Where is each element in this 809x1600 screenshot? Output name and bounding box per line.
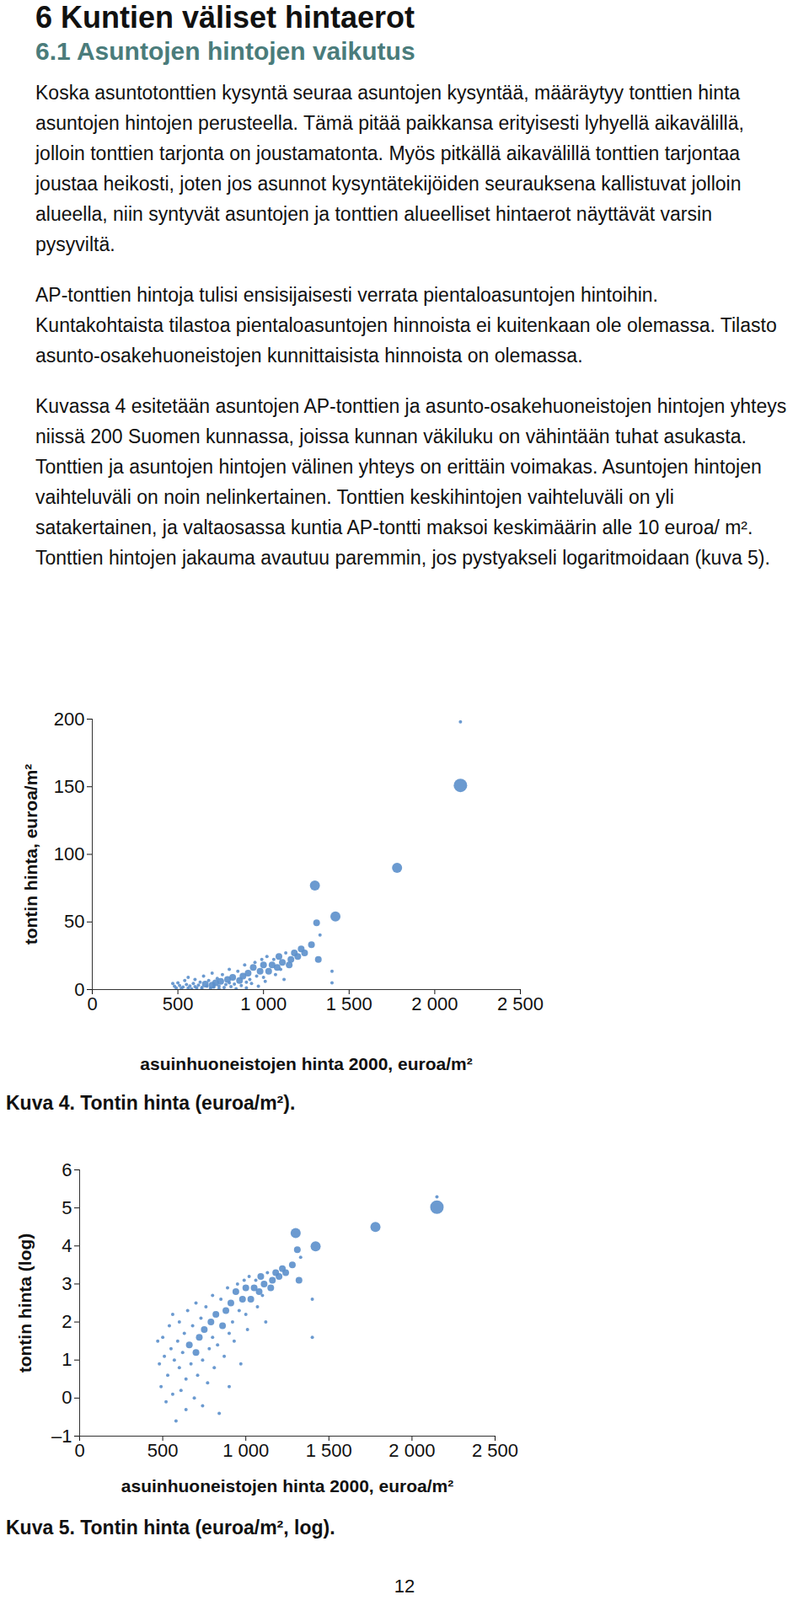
svg-text:1 500: 1 500 [326,993,373,1015]
svg-text:500: 500 [147,1440,179,1462]
svg-text:1 000: 1 000 [240,993,287,1015]
svg-text:–1: –1 [51,1425,72,1447]
svg-text:asuinhuoneistojen hinta 2000,: asuinhuoneistojen hinta 2000, euroa/m² [121,1476,454,1496]
svg-text:1: 1 [61,1349,72,1371]
svg-text:5: 5 [61,1197,72,1219]
svg-text:2 500: 2 500 [471,1440,519,1462]
html-text:6.1 Asuntojen hintojen vaikutu: 6.1 Asuntojen hintojen vaikutus [35,37,416,65]
html-text:AP-tonttien hintoja tulisi ens: AP-tonttien hintoja tulisi ensisijaisest… [35,283,777,367]
svg-text:50: 50 [64,910,85,933]
svg-text:4: 4 [61,1235,72,1257]
svg-text:100: 100 [53,843,86,865]
svg-text:tontin hinta (log): tontin hinta (log) [15,1233,35,1374]
svg-text:200: 200 [53,708,86,730]
svg-text:tontin hinta, euroa/m²: tontin hinta, euroa/m² [21,764,41,946]
svg-text:asuinhuoneistojen hinta 2000,: asuinhuoneistojen hinta 2000, euroa/m² [139,1054,472,1074]
html-text:12: 12 [394,1575,415,1597]
svg-text:1 000: 1 000 [222,1440,269,1462]
html-text:Kuvassa 4 esitetään asuntojen: Kuvassa 4 esitetään asuntojen AP-tonttie… [35,395,787,569]
html-text:6 Kuntien väliset hintaerot: 6 Kuntien väliset hintaerot [35,0,415,35]
svg-text:6: 6 [61,1159,72,1181]
html-text:Kuva 4. Tontin hinta (euroa/m²: Kuva 4. Tontin hinta (euroa/m²). [5,1092,296,1115]
svg-text:150: 150 [53,776,86,798]
svg-text:0: 0 [86,993,97,1015]
html-text:Kuva 5. Tontin hinta (euroa/m²: Kuva 5. Tontin hinta (euroa/m², log). [5,1516,336,1539]
svg-text:0: 0 [61,1387,72,1409]
svg-text:1 500: 1 500 [305,1440,353,1462]
svg-text:3: 3 [61,1273,72,1295]
svg-text:2 000: 2 000 [388,1440,435,1462]
svg-text:2: 2 [61,1311,72,1333]
svg-text:2 000: 2 000 [411,993,458,1015]
svg-text:0: 0 [74,979,85,1001]
svg-text:0: 0 [74,1440,85,1462]
svg-text:2 500: 2 500 [497,993,544,1015]
html-text:Koska asuntotonttien kysyntä s: Koska asuntotonttien kysyntä seuraa asun… [35,81,744,256]
svg-text:500: 500 [162,993,194,1015]
